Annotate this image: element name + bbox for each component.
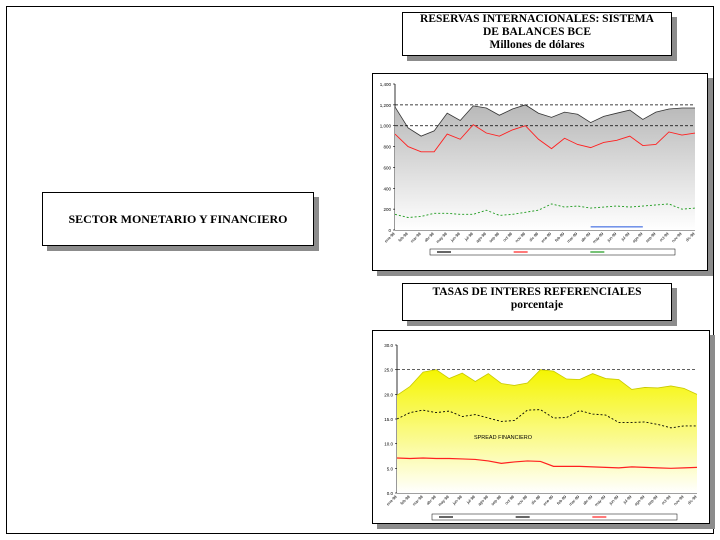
x-tick-label: jul-98 [463, 231, 475, 243]
x-tick-label: oct-98 [504, 494, 516, 506]
x-tick-label: sep-98 [488, 231, 501, 244]
x-tick-label: may-99 [593, 494, 607, 508]
x-tick-label: dic-98 [530, 494, 542, 506]
x-tick-label: sep-98 [490, 494, 503, 507]
x-tick-label: abr-99 [582, 494, 594, 506]
x-tick-label: jul-98 [465, 494, 477, 506]
series-line [396, 457, 698, 469]
x-tick-label: feb-99 [554, 231, 566, 243]
x-tick-label: nov-98 [516, 494, 529, 507]
rates-subtitle: porcentaje [510, 299, 564, 311]
x-tick-label: nov-99 [672, 494, 685, 507]
y-tick-label: 800 [383, 145, 391, 150]
y-tick-label: 1,200 [380, 103, 392, 108]
x-tick-label: dic-99 [686, 494, 698, 506]
y-tick-label: 25.0 [384, 368, 393, 373]
sector-title-box: SECTOR MONETARIO Y FINANCIERO [42, 192, 314, 246]
area-outline [396, 369, 698, 396]
x-tick-label: ago-99 [633, 494, 646, 507]
series-line [394, 203, 696, 218]
x-tick-label: may-99 [591, 231, 605, 245]
x-tick-label: nov-98 [514, 231, 527, 244]
x-tick-label: may-98 [435, 231, 449, 245]
y-tick-label: 30.0 [384, 343, 393, 348]
x-tick-label: oct-99 [660, 494, 672, 506]
reserves-chart: 0 200 400 600 800 1,000 1,200 1,400 ene-98 feb-98… [380, 82, 696, 256]
reserves-subtitle: Millones de dólares [489, 39, 585, 51]
y-tick-label: 15.0 [384, 417, 393, 422]
x-tick-label: abr-98 [423, 231, 435, 243]
reserves-chart-box: 0 200 400 600 800 1,000 1,200 1,400 ene-98 feb-98… [372, 73, 708, 271]
spread-annotation: SPREAD FINANCIERO [474, 435, 533, 441]
x-tick-label: jun-98 [451, 494, 464, 507]
x-tick-label: jun-99 [605, 231, 618, 244]
rates-title-box: TASAS DE INTERES REFERENCIALES porcentaj… [402, 283, 672, 321]
area-outline [394, 104, 695, 137]
x-tick-label: oct-99 [658, 231, 670, 243]
reserves-title-line1: RESERVAS INTERNACIONALES: SISTEMA [420, 13, 654, 25]
y-tick-label: 5.0 [387, 466, 394, 471]
x-tick-label: sep-99 [644, 231, 657, 244]
y-tick-label: 0 [388, 228, 391, 233]
area-fill [397, 369, 697, 493]
rates-title-line1: TASAS DE INTERES REFERENCIALES [432, 286, 642, 298]
x-tick-label: mar-99 [568, 494, 581, 507]
x-tick-label: mar-98 [409, 231, 422, 244]
x-tick-label: sep-99 [646, 494, 659, 507]
rates-chart-box: 0.0 5.0 10.0 15.0 20.0 25.0 30.0 ene-98 feb-98 ma… [372, 330, 710, 524]
x-tick-label: feb-99 [556, 494, 568, 506]
x-tick-label: ene-99 [542, 494, 555, 507]
x-tick-label: jun-98 [449, 231, 462, 244]
x-tick-label: ago-98 [477, 494, 490, 507]
x-tick-label: abr-98 [425, 494, 437, 506]
x-tick-label: jul-99 [621, 494, 633, 506]
y-tick-label: 600 [383, 165, 391, 170]
x-tick-label: nov-99 [670, 231, 683, 244]
y-tick-label: 1,400 [380, 82, 392, 87]
x-tick-label: dic-99 [684, 231, 696, 243]
y-tick-label: 400 [383, 186, 391, 191]
reserves-title-line2: DE BALANCES BCE [483, 26, 591, 38]
series-line [394, 124, 696, 153]
legend-box [431, 513, 678, 521]
legend-box [429, 248, 676, 256]
x-tick-label: may-98 [437, 494, 451, 508]
sector-title: SECTOR MONETARIO Y FINANCIERO [68, 211, 288, 226]
y-tick-label: 20.0 [384, 392, 393, 397]
x-tick-label: ene-98 [383, 231, 396, 244]
x-tick-label: abr-99 [580, 231, 592, 243]
x-tick-label: feb-98 [399, 494, 411, 506]
x-tick-label: ene-99 [540, 231, 553, 244]
x-tick-label: feb-98 [397, 231, 409, 243]
x-tick-label: ago-99 [631, 231, 644, 244]
y-tick-label: 10.0 [384, 442, 393, 447]
x-tick-label: dic-98 [528, 231, 540, 243]
reserves-title-box: RESERVAS INTERNACIONALES: SISTEMA DE BAL… [402, 12, 672, 56]
area-fill [395, 104, 695, 230]
y-tick-label: 0.0 [387, 491, 394, 496]
x-tick-label: oct-98 [502, 231, 514, 243]
series-line [396, 409, 697, 429]
x-tick-label: mar-99 [566, 231, 579, 244]
x-tick-label: jul-99 [619, 231, 631, 243]
y-tick-label: 1,000 [380, 124, 392, 129]
x-tick-label: jun-99 [607, 494, 620, 507]
slide-frame [6, 6, 714, 534]
x-tick-label: mar-98 [411, 494, 424, 507]
y-tick-label: 200 [383, 207, 391, 212]
x-tick-label: ago-98 [475, 231, 488, 244]
